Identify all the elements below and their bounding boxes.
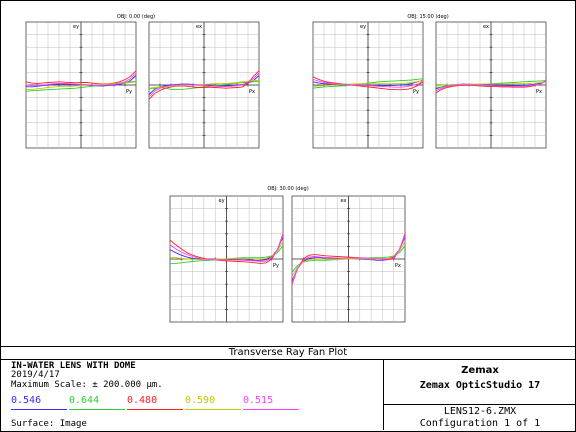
aberration-axis-label: ex (196, 24, 202, 30)
ray-fan-plot: OBJ: 0.00 (deg) ey Py ex Px OBJ: 15.00 (deg) e… (25, 14, 547, 323)
configuration-label: Configuration 1 of 1 (419, 418, 541, 429)
ray-fan-curve (291, 233, 406, 285)
lens-name: IN-WATER LENS WITH DOME (11, 361, 136, 371)
ray-fan-curve (291, 235, 406, 283)
pupil-axis-label: Py (413, 89, 419, 95)
wavelength-line (69, 409, 125, 410)
wavelength-label: 0.515 (243, 395, 274, 406)
wavelength-label: 0.546 (11, 395, 42, 406)
field-label: OBJ: 30.00 (deg) (267, 186, 308, 192)
ray-fan-curve (435, 81, 547, 87)
ray-fan-curve (169, 233, 284, 264)
field-label: OBJ: 0.00 (deg) (117, 14, 155, 20)
pupil-axis-label: Py (126, 89, 132, 95)
ray-fan-curve (25, 75, 137, 88)
ray-fan-curve (148, 70, 260, 100)
ray-fan-curve (25, 70, 137, 85)
product-name: Zemax OpticStudio 17 (419, 380, 541, 391)
wavelength-label: 0.480 (127, 395, 158, 406)
ray-fan-curve (169, 235, 284, 262)
wavelength-line (127, 409, 183, 410)
pupil-axis-label: Px (395, 263, 401, 269)
pupil-axis-label: Px (249, 89, 255, 95)
pupil-axis-label: Py (273, 263, 279, 269)
pupil-axis-label: Px (536, 89, 542, 95)
ray-fan-curve (435, 80, 547, 92)
aberration-axis-label: ey (219, 198, 225, 204)
ray-fan-curve (169, 241, 284, 261)
aberration-axis-label: ey (360, 24, 366, 30)
file-name: LENS12-6.ZMX (443, 406, 517, 417)
titleblock-file: LENS12-6.ZMX Configuration 1 of 1 (383, 405, 576, 430)
ray-fan-curve (25, 72, 137, 87)
ray-fan-curve (312, 80, 424, 87)
ray-fan-curve (312, 78, 424, 88)
wavelength-line (185, 409, 241, 410)
aberration-axis-label: ey (73, 24, 79, 30)
ray-fan-curve (148, 72, 260, 98)
surface-label: Surface: Image (11, 419, 87, 429)
aberration-axis-label: ex (341, 198, 347, 204)
ray-fan-curve (435, 80, 547, 94)
wavelength-line (243, 409, 299, 410)
ray-fan-curve (312, 76, 424, 91)
titleblock-company: Zemax Zemax OpticStudio 17 (383, 359, 576, 405)
wavelength-label: 0.590 (185, 395, 216, 406)
ray-fan-curve (312, 78, 424, 89)
plot-date: 2019/4/17 (11, 370, 60, 380)
ray-fan-curve (148, 80, 260, 91)
field-label: OBJ: 15.00 (deg) (407, 14, 448, 20)
aberration-axis-label: ex (483, 24, 489, 30)
wavelength-label: 0.644 (69, 395, 100, 406)
company-name: Zemax (461, 365, 499, 376)
plot-title: Transverse Ray Fan Plot (1, 346, 575, 360)
wavelength-line (11, 409, 67, 410)
max-scale: Maximum Scale: ± 200.000 μm. (11, 380, 163, 390)
ray-fan-curve (148, 75, 260, 95)
titleblock-left: IN-WATER LENS WITH DOME 2019/4/17 Maximu… (1, 359, 383, 430)
